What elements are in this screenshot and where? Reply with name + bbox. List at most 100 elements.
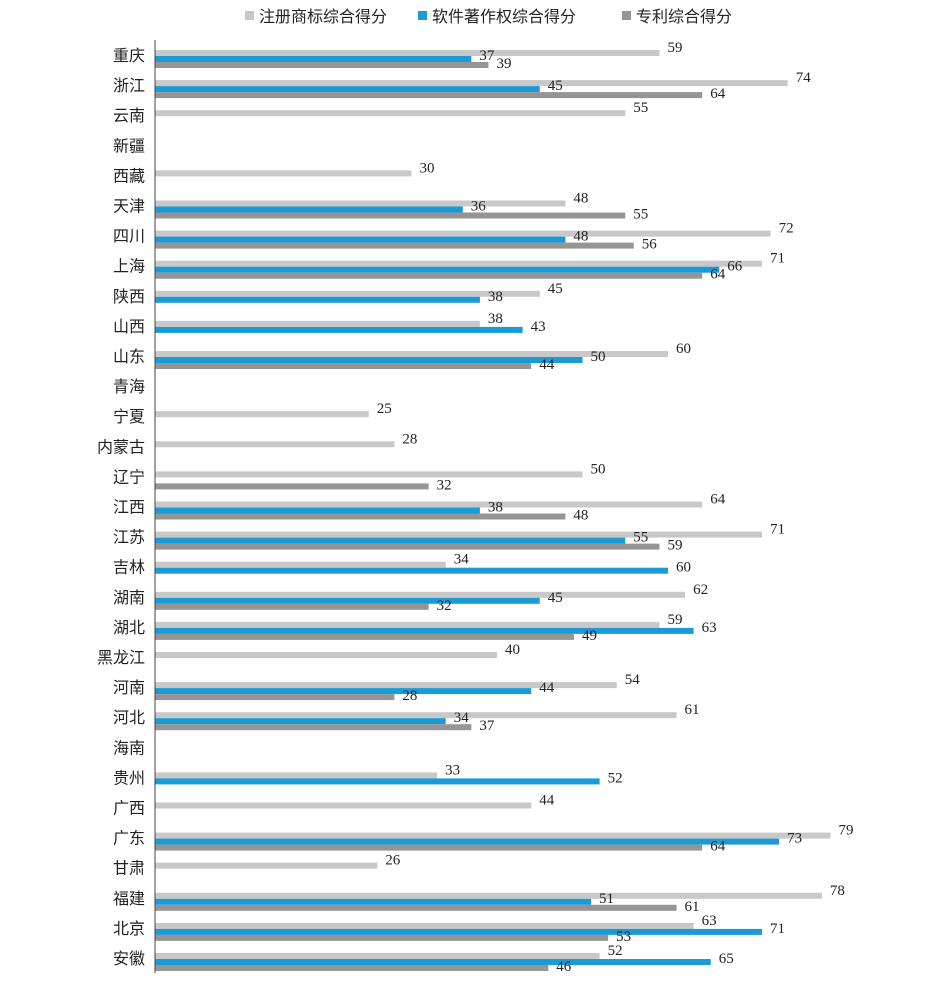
- value-label-series-0: 44: [539, 793, 555, 809]
- bar-series-2-c22: [155, 724, 472, 731]
- category-label: 内蒙古: [97, 437, 145, 456]
- value-label-series-1: 36: [471, 199, 487, 215]
- bar-series-0-c12: [155, 411, 369, 418]
- value-label-series-1: 60: [676, 560, 691, 576]
- category-label: 江苏: [113, 528, 145, 547]
- bar-series-1-c10: [155, 357, 583, 363]
- bar-marks: [155, 50, 831, 971]
- value-label-series-1: 66: [727, 259, 743, 275]
- bar-series-1-c22: [155, 718, 446, 725]
- bar-series-0-c9: [155, 320, 480, 327]
- value-label-series-1: 50: [591, 349, 606, 365]
- category-label: 山西: [113, 317, 145, 336]
- bar-series-1-c24: [155, 778, 600, 785]
- value-label-series-2: 44: [539, 357, 555, 373]
- bar-series-0-c27: [155, 862, 378, 869]
- value-label-series-1: 63: [702, 620, 717, 636]
- value-label-series-1: 44: [539, 680, 555, 696]
- category-label: 甘肃: [113, 859, 145, 878]
- bar-series-1-c28: [155, 898, 592, 905]
- category-label: 云南: [113, 106, 145, 125]
- value-label-series-0: 71: [770, 251, 785, 267]
- bar-series-2-c0: [155, 62, 489, 68]
- value-label-series-0: 61: [685, 702, 700, 718]
- category-label: 广东: [113, 829, 145, 848]
- bar-series-2-c1: [155, 92, 703, 99]
- value-label-series-1: 71: [770, 921, 785, 937]
- bar-series-2-c26: [155, 844, 703, 851]
- value-label-series-2: 46: [556, 959, 572, 975]
- bar-series-2-c21: [155, 694, 395, 701]
- legend-label-2: 专利综合得分: [636, 7, 732, 26]
- category-label: 上海: [113, 257, 145, 276]
- bar-series-1-c8: [155, 296, 480, 303]
- category-label: 陕西: [113, 287, 145, 306]
- bar-series-0-c5: [155, 200, 566, 207]
- value-label-series-2: 32: [437, 598, 452, 614]
- value-label-series-0: 64: [710, 492, 726, 508]
- value-label-series-0: 60: [676, 341, 691, 357]
- bar-series-1-c17: [155, 567, 668, 574]
- category-label: 黑龙江: [97, 648, 145, 667]
- bar-series-0-c1: [155, 80, 788, 87]
- value-label-series-2: 49: [582, 628, 597, 644]
- bar-series-2-c10: [155, 363, 532, 369]
- category-label: 辽宁: [113, 467, 145, 486]
- value-label-series-1: 65: [719, 951, 734, 967]
- bar-series-0-c29: [155, 922, 694, 929]
- value-label-series-0: 62: [693, 582, 708, 598]
- bar-series-0-c2: [155, 110, 626, 117]
- bar-series-1-c18: [155, 597, 540, 604]
- category-label: 福建: [113, 889, 145, 908]
- bar-series-0-c20: [155, 652, 497, 658]
- value-label-series-0: 28: [402, 431, 417, 447]
- bar-series-2-c6: [155, 242, 634, 249]
- value-label-series-1: 43: [531, 319, 546, 335]
- bar-series-2-c15: [155, 513, 566, 520]
- bar-series-1-c5: [155, 206, 463, 213]
- legend-label-0: 注册商标综合得分: [259, 7, 387, 26]
- bar-series-1-c19: [155, 627, 694, 634]
- value-label-series-0: 40: [505, 642, 520, 658]
- bar-series-1-c1: [155, 86, 540, 93]
- value-label-series-2: 64: [710, 839, 726, 855]
- value-label-series-1: 38: [488, 289, 503, 305]
- value-label-series-1: 34: [454, 710, 470, 726]
- legend-swatch-1: [418, 11, 427, 20]
- value-label-series-1: 51: [599, 891, 614, 907]
- value-label-series-0: 45: [548, 281, 563, 297]
- bar-series-0-c6: [155, 230, 771, 237]
- bar-series-0-c10: [155, 351, 668, 357]
- value-label-series-0: 79: [838, 823, 853, 839]
- category-label: 广西: [113, 799, 145, 818]
- value-label-series-0: 54: [625, 672, 641, 688]
- bar-series-0-c15: [155, 501, 703, 508]
- category-label: 湖南: [113, 588, 145, 607]
- bar-series-0-c7: [155, 260, 763, 267]
- value-label-series-2: 53: [616, 929, 631, 945]
- bar-series-0-c16: [155, 531, 763, 538]
- category-label: 四川: [113, 227, 145, 246]
- bar-series-1-c15: [155, 507, 480, 514]
- value-label-series-0: 59: [667, 40, 682, 56]
- category-label: 海南: [113, 738, 145, 757]
- bar-series-1-c9: [155, 326, 523, 333]
- value-label-series-2: 32: [437, 477, 452, 493]
- bar-series-1-c26: [155, 838, 780, 845]
- value-label-series-2: 28: [402, 688, 417, 704]
- legend-swatch-2: [622, 11, 631, 20]
- value-label-series-2: 64: [710, 267, 726, 283]
- value-label-series-1: 45: [548, 78, 563, 94]
- bar-series-0-c26: [155, 832, 831, 839]
- value-label-series-0: 74: [796, 70, 812, 86]
- bar-series-1-c16: [155, 537, 626, 544]
- category-label: 吉林: [113, 558, 145, 577]
- bar-series-1-c29: [155, 928, 763, 935]
- bar-series-0-c30: [155, 953, 600, 959]
- bar-series-0-c19: [155, 621, 660, 628]
- value-label-series-0: 71: [770, 522, 785, 538]
- category-label: 河北: [113, 708, 145, 727]
- category-label: 青海: [113, 377, 145, 396]
